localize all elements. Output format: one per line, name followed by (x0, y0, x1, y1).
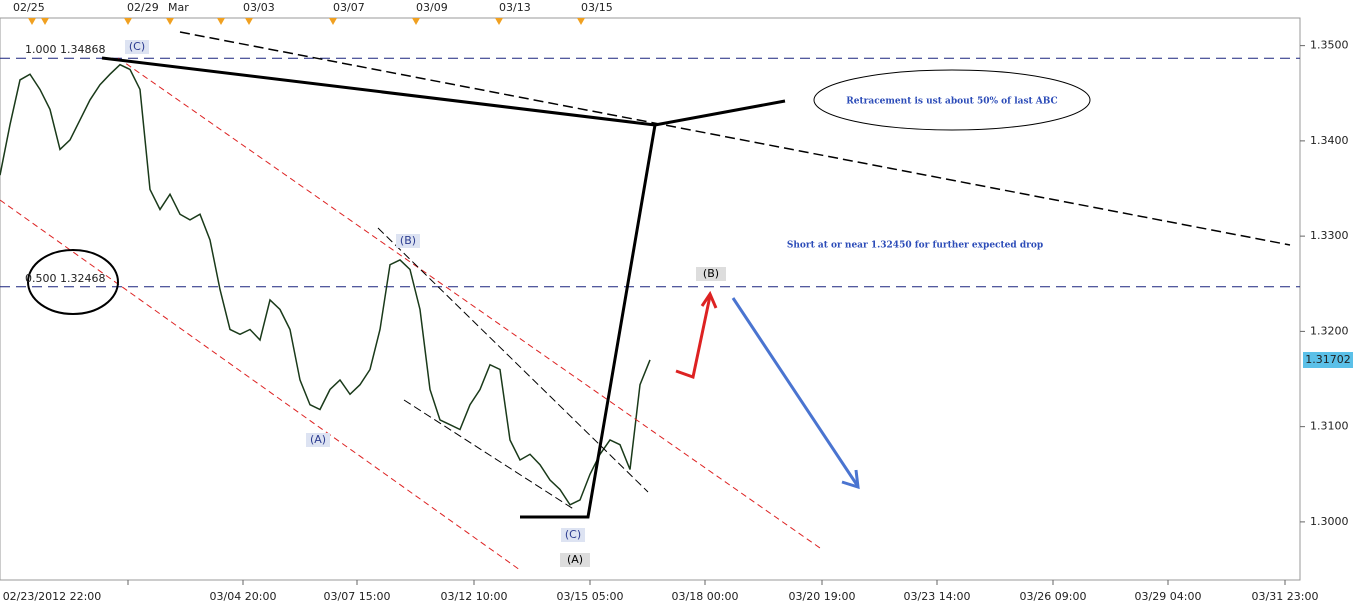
top-label: 02/25 (13, 1, 45, 14)
top-label: 02/29 (127, 1, 159, 14)
wave-label-box (696, 267, 726, 281)
x-tick-label: 03/31 23:00 (1252, 590, 1319, 603)
y-tick-label: 1.3400 (1310, 134, 1349, 147)
top-label: 03/03 (243, 1, 275, 14)
top-label: 03/15 (581, 1, 613, 14)
top-label: 03/09 (416, 1, 448, 14)
trend-line (377, 227, 649, 493)
note-ellipse (813, 69, 1091, 131)
event-marker (28, 18, 36, 25)
trend-line (403, 399, 576, 511)
wave-label: (C) (129, 40, 145, 53)
last-price: 1.31702 (1305, 353, 1351, 366)
event-marker (124, 18, 132, 25)
level-label: 0.500 1.32468 (25, 272, 105, 285)
wave-label-box (560, 553, 590, 567)
drawings (0, 31, 1291, 571)
wave-label-box (561, 528, 585, 542)
event-marker (217, 18, 225, 25)
trend-line (179, 31, 1291, 246)
event-marker (412, 18, 420, 25)
x-tick-label: 03/04 20:00 (210, 590, 277, 603)
plot-frame (0, 17, 1301, 581)
x-tick-label: 03/23 14:00 (904, 590, 971, 603)
x-tick-label: 02/23/2012 22:00 (3, 590, 102, 603)
wave-label: (A) (567, 553, 583, 566)
wave-label-box (125, 40, 149, 54)
x-tick-label: 03/07 15:00 (324, 590, 391, 603)
wave-label: (A) (310, 433, 326, 446)
event-marker (577, 18, 585, 25)
wave-line (520, 124, 657, 519)
price-line (0, 63, 651, 506)
y-tick-label: 1.3300 (1310, 229, 1349, 242)
blue-arrow (731, 297, 859, 486)
event-marker (166, 18, 174, 25)
channel-line (0, 199, 521, 571)
wave-label: (B) (400, 234, 416, 247)
y-tick-label: 1.3500 (1310, 39, 1349, 52)
event-marker (495, 18, 503, 25)
event-marker (245, 18, 253, 25)
blue-arrow-head (841, 469, 860, 490)
annotation: Retracement is ust about 50% of last ABC (846, 97, 1057, 107)
wave-label-box (306, 433, 330, 447)
annotation: Short at or near 1.32450 for further exp… (787, 241, 1043, 251)
event-marker (41, 18, 49, 25)
y-tick-label: 1.3200 (1310, 324, 1349, 337)
x-tick-label: 03/12 10:00 (441, 590, 508, 603)
wave-label: (B) (703, 267, 719, 280)
top-label: 03/13 (499, 1, 531, 14)
price-tag (1303, 352, 1353, 368)
x-tick-label: 03/26 09:00 (1020, 590, 1087, 603)
wave-label: (C) (565, 528, 581, 541)
level-label: 1.000 1.34868 (25, 43, 105, 56)
top-label: Mar (168, 1, 189, 14)
x-tick-label: 03/15 05:00 (557, 590, 624, 603)
x-tick-label: 03/20 19:00 (789, 590, 856, 603)
circle-mark (27, 249, 119, 315)
x-tick-label: 03/29 04:00 (1135, 590, 1202, 603)
y-tick-label: 1.3000 (1310, 515, 1349, 528)
wave-label-box (396, 234, 420, 248)
red-arrow (675, 295, 712, 379)
y-tick-label: 1.3100 (1310, 420, 1349, 433)
channel-line (117, 57, 821, 549)
top-label: 03/07 (333, 1, 365, 14)
event-marker (329, 18, 337, 25)
red-arrow-head (700, 290, 718, 309)
x-tick-label: 03/18 00:00 (672, 590, 739, 603)
